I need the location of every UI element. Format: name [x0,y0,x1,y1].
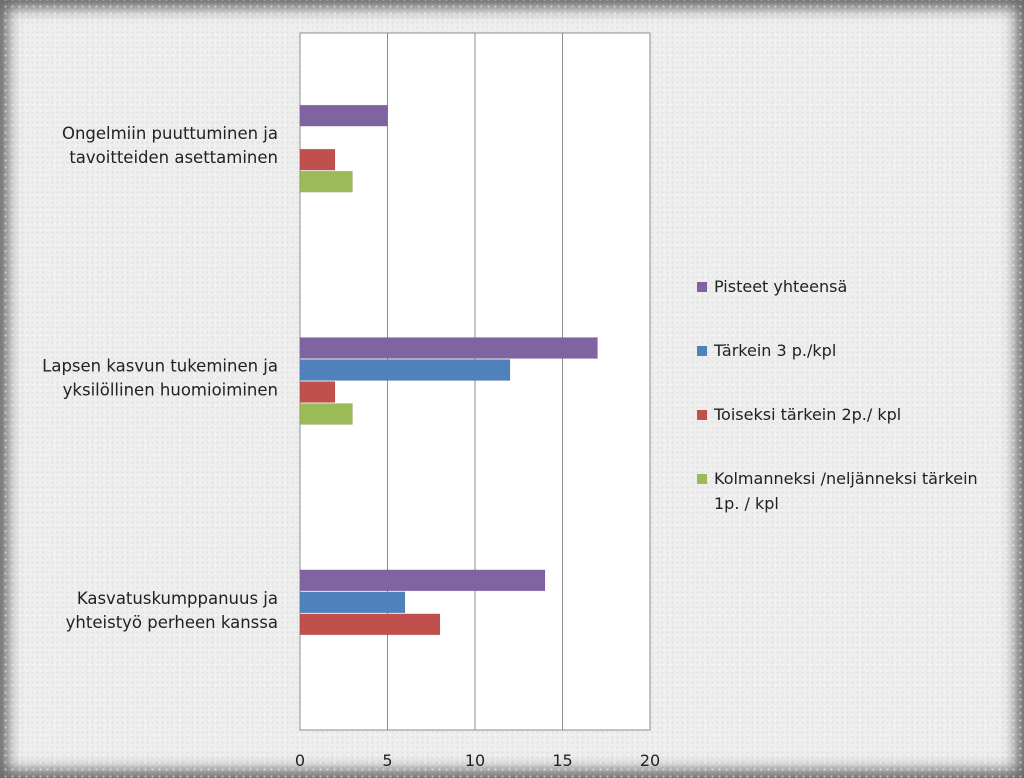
legend-swatch [697,410,707,420]
bar [299,569,546,592]
category-labels: Ongelmiin puuttuminen ja tavoitteiden ase… [42,124,278,632]
bar [299,170,353,193]
bar [299,403,353,425]
x-axis-ticks: 0 5 10 15 20 [295,751,660,770]
category-label: Ongelmiin puuttuminen ja [62,124,278,143]
legend-label: Toiseksi tärkein 2p./ kpl [713,405,901,424]
bar [299,148,336,171]
legend-swatch [697,474,707,484]
category-label: Kasvatuskumppanuus ja [77,589,278,608]
bar [299,381,336,403]
category-label: yhteistyö perheen kanssa [66,613,278,632]
legend: Pisteet yhteensä Tärkein 3 p./kpl Toiseksi… [697,277,978,513]
x-tick-label: 5 [382,751,392,770]
x-tick-label: 15 [552,751,572,770]
legend-label: Tärkein 3 p./kpl [713,341,836,360]
legend-label: Pisteet yhteensä [714,277,847,296]
bar [299,337,598,359]
category-label: yksilöllinen huomioiminen [63,381,278,400]
bar [299,591,406,614]
category-label: tavoitteiden asettaminen [69,148,278,167]
x-tick-label: 20 [640,751,660,770]
legend-label: 1p. / kpl [714,494,779,513]
bar [299,613,441,636]
x-tick-label: 0 [295,751,305,770]
bar [299,104,388,127]
legend-swatch [697,346,707,356]
bars [299,104,598,636]
category-label: Lapsen kasvun tukeminen ja [42,357,278,376]
legend-label: Kolmanneksi /neljänneksi tärkein [714,469,978,488]
x-tick-label: 10 [465,751,485,770]
legend-swatch [697,282,707,292]
bar [299,359,511,381]
